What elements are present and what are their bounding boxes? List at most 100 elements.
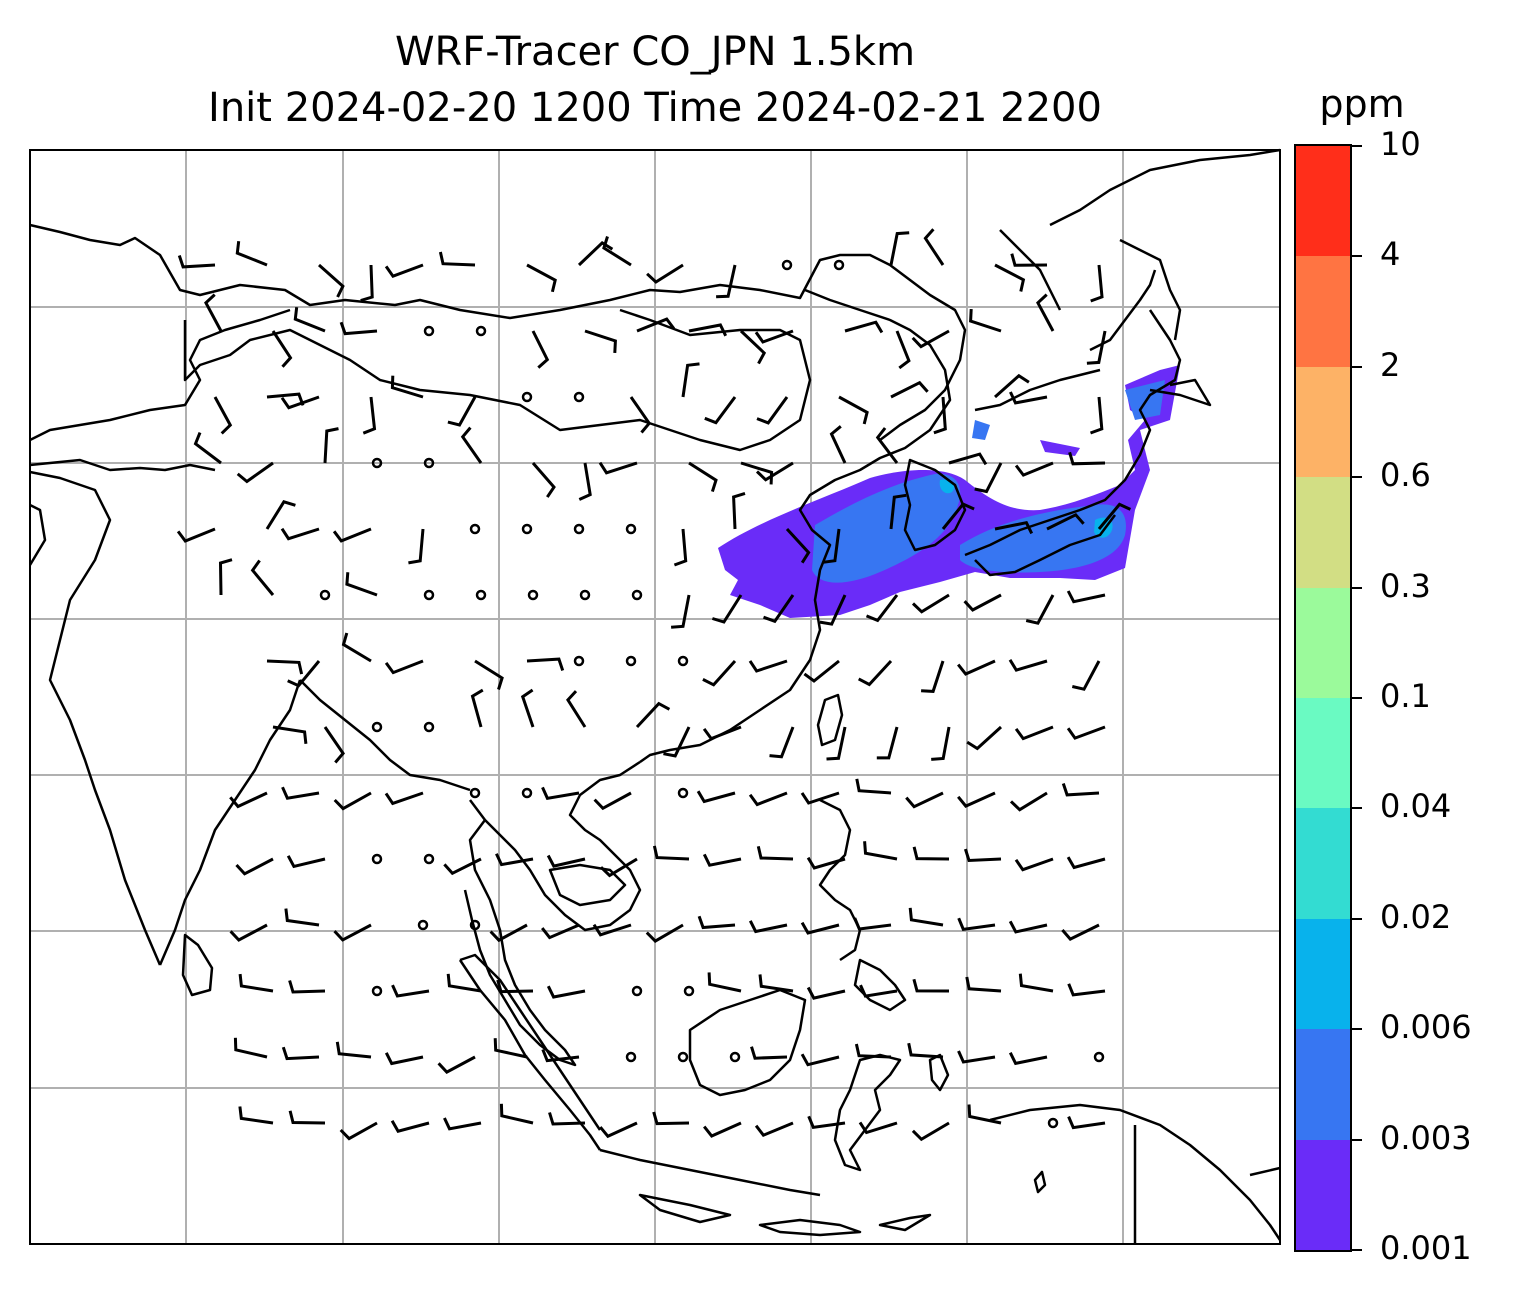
wind-barb [911, 593, 950, 614]
wind-barb [740, 461, 774, 485]
wind-barb [822, 528, 841, 564]
wind-barb [670, 594, 691, 629]
wind-barb [470, 688, 484, 728]
colorbar-tick-label: 0.6 [1380, 456, 1431, 495]
colorbar-segment [1296, 698, 1350, 809]
wind-barb [280, 527, 320, 541]
calm-wind-circle [469, 523, 481, 535]
wind-barb [1014, 461, 1054, 477]
wind-barb [496, 979, 534, 994]
wind-barb [493, 1038, 528, 1059]
wind-barb [235, 241, 268, 267]
wind-barb [339, 321, 378, 336]
wind-barb [443, 857, 482, 876]
wind-barb [957, 659, 996, 676]
wind-barb [819, 594, 847, 626]
colorbar-segment [1296, 808, 1350, 919]
calm-wind-circle [469, 919, 481, 931]
wind-barb [177, 255, 216, 269]
wind-barb [531, 330, 550, 369]
calm-wind-circle [423, 853, 435, 865]
wind-barb [800, 791, 840, 805]
wind-barb [235, 857, 274, 876]
wind-barb [966, 725, 1003, 751]
wind-barb [193, 432, 222, 465]
wind-barb [702, 853, 742, 867]
wind-barb [391, 984, 430, 998]
wind-barb [238, 1106, 274, 1125]
wind-barb [755, 461, 794, 482]
wind-barb [1067, 1116, 1106, 1130]
colorbar-segment [1296, 256, 1350, 367]
wind-barb [546, 985, 586, 999]
wind-barb [704, 396, 737, 425]
wind-barb [957, 917, 996, 931]
wind-barb [566, 690, 587, 728]
wind-barb [806, 856, 846, 870]
colorbar-tick-label: 0.1 [1380, 677, 1431, 715]
wind-barb [284, 908, 320, 927]
wind-barb [739, 329, 767, 365]
wind-barb [707, 972, 742, 993]
wind-barb [635, 701, 671, 729]
wind-barb [663, 726, 691, 758]
wind-barb [702, 725, 742, 741]
wind-barb [858, 1121, 898, 1135]
colorbar-segment [1296, 146, 1350, 257]
wind-barb [1009, 391, 1048, 405]
coastlines [28, 148, 1282, 1244]
wind-barb [287, 660, 321, 688]
colorbar-tick [1352, 917, 1362, 920]
calm-wind-circle [677, 1051, 689, 1063]
calm-wind-circle [417, 919, 429, 931]
wind-barb [863, 841, 898, 861]
calm-wind-circle [631, 985, 643, 997]
colorbar-tick-label: 10 [1380, 125, 1421, 163]
colorbar-tick [1352, 697, 1362, 699]
wind-barb [526, 657, 565, 671]
colorbar-tick [1352, 807, 1362, 810]
wind-barb [1086, 330, 1107, 365]
wind-barb [636, 317, 676, 333]
wind-barb [280, 395, 320, 410]
wind-barb [593, 791, 632, 811]
wind-barb [688, 461, 718, 493]
wind-barb [271, 330, 293, 368]
wind-barb [437, 1055, 476, 1074]
wind-barb [911, 329, 950, 349]
wind-barb [333, 791, 372, 811]
wind-barb [969, 309, 1002, 333]
wind-barb [702, 659, 737, 687]
colorbar-tick [1352, 1028, 1362, 1031]
wind-barb [1066, 590, 1106, 604]
wind-barb [994, 521, 1034, 535]
wind-barb [384, 1052, 424, 1066]
wind-barb [1089, 396, 1104, 435]
wind-barb [548, 1112, 586, 1126]
wind-barb [1010, 253, 1048, 267]
wind-barb [941, 502, 975, 530]
wind-barb [499, 1103, 534, 1125]
calm-wind-circle [677, 787, 689, 799]
wind-barb [272, 725, 308, 744]
wind-barb [266, 659, 304, 675]
wind-barb [994, 263, 1026, 292]
wind-barb [829, 425, 847, 464]
calm-wind-circle [371, 457, 383, 469]
calm-wind-circle [475, 325, 487, 337]
calm-wind-circle [423, 457, 435, 469]
wind-barb [681, 362, 700, 398]
colorbar-tick [1352, 476, 1362, 479]
wind-barb [443, 1117, 482, 1131]
calm-wind-circle [781, 259, 793, 271]
wind-barb [957, 791, 996, 808]
colorbar-tick-label: 2 [1380, 345, 1401, 384]
wind-barb [965, 976, 1002, 993]
calm-wind-circle [677, 655, 689, 667]
wind-barb [578, 462, 592, 501]
wind-barb [288, 980, 326, 994]
colorbar-tick-label: 0.3 [1380, 566, 1431, 605]
calm-wind-circle [521, 787, 533, 799]
wind-barb [921, 660, 945, 693]
wind-barb [531, 462, 556, 498]
